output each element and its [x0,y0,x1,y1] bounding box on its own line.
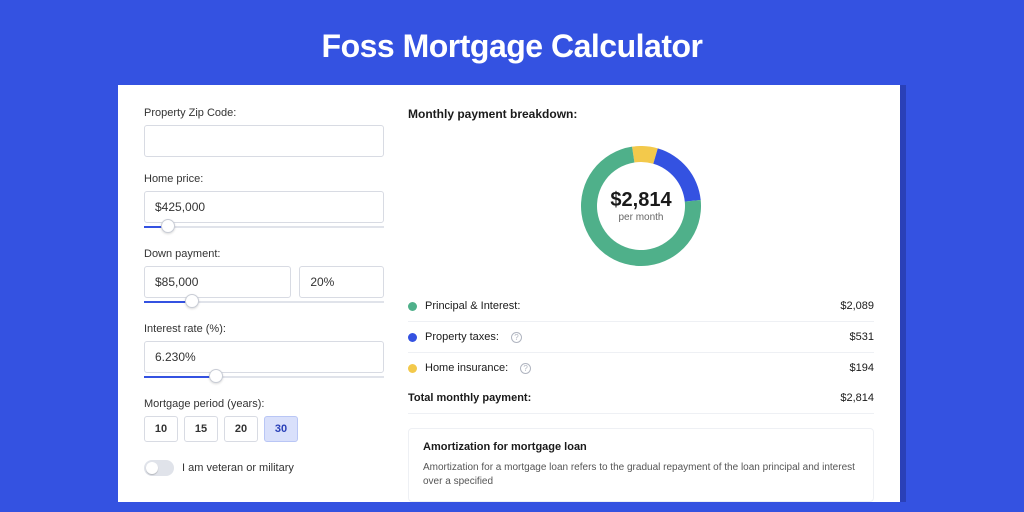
breakdown-value: $531 [850,331,874,343]
home-price-field: Home price: [144,173,384,232]
down-payment-slider[interactable] [144,297,384,307]
home-price-slider[interactable] [144,222,384,232]
zip-input[interactable] [144,125,384,157]
zip-label: Property Zip Code: [144,107,384,119]
period-option-30[interactable]: 30 [264,416,298,442]
interest-field: Interest rate (%): [144,323,384,382]
legend-dot [408,302,417,311]
slider-thumb[interactable] [161,219,175,233]
info-icon[interactable]: ? [520,363,531,374]
slider-track [144,226,384,228]
period-label: Mortgage period (years): [144,398,384,410]
interest-slider[interactable] [144,372,384,382]
donut-amount: $2,814 [610,189,671,212]
period-option-10[interactable]: 10 [144,416,178,442]
total-row: Total monthly payment: $2,814 [408,383,874,414]
breakdown-label: Property taxes: [425,331,499,343]
total-label: Total monthly payment: [408,392,531,404]
veteran-toggle[interactable] [144,460,174,476]
zip-field: Property Zip Code: [144,107,384,157]
slider-fill [144,376,216,378]
breakdown-value: $194 [850,362,874,374]
amortization-title: Amortization for mortgage loan [423,441,859,453]
interest-label: Interest rate (%): [144,323,384,335]
donut-sub: per month [610,212,671,223]
inputs-column: Property Zip Code: Home price: Down paym… [144,107,384,502]
amortization-text: Amortization for a mortgage loan refers … [423,461,859,489]
calculator-card: Property Zip Code: Home price: Down paym… [118,85,900,502]
total-value: $2,814 [840,392,874,404]
home-price-input[interactable] [144,191,384,223]
breakdown-label: Principal & Interest: [425,300,520,312]
veteran-label: I am veteran or military [182,462,294,474]
donut-center: $2,814 per month [610,189,671,223]
breakdown-title: Monthly payment breakdown: [408,107,874,121]
down-payment-field: Down payment: [144,248,384,307]
period-option-20[interactable]: 20 [224,416,258,442]
interest-input[interactable] [144,341,384,373]
veteran-row: I am veteran or military [144,460,384,476]
home-price-label: Home price: [144,173,384,185]
down-payment-pct-input[interactable] [299,266,384,298]
period-option-15[interactable]: 15 [184,416,218,442]
period-options: 10152030 [144,416,384,442]
breakdown-row: Principal & Interest: $2,089 [408,291,874,322]
breakdown-label: Home insurance: [425,362,508,374]
slider-thumb[interactable] [185,294,199,308]
breakdown-row: Property taxes:? $531 [408,322,874,353]
info-icon[interactable]: ? [511,332,522,343]
breakdown-row: Home insurance:? $194 [408,353,874,383]
page-title: Foss Mortgage Calculator [0,0,1024,85]
down-payment-label: Down payment: [144,248,384,260]
donut-chart: $2,814 per month [408,131,874,281]
period-field: Mortgage period (years): 10152030 [144,398,384,442]
breakdown-value: $2,089 [840,300,874,312]
breakdown-column: Monthly payment breakdown: $2,814 per mo… [408,107,874,502]
slider-thumb[interactable] [209,369,223,383]
card-shadow: Property Zip Code: Home price: Down paym… [118,85,906,502]
down-payment-input[interactable] [144,266,291,298]
legend-dot [408,364,417,373]
breakdown-list: Principal & Interest: $2,089 Property taxe… [408,291,874,383]
amortization-box: Amortization for mortgage loan Amortizat… [408,428,874,502]
legend-dot [408,333,417,342]
